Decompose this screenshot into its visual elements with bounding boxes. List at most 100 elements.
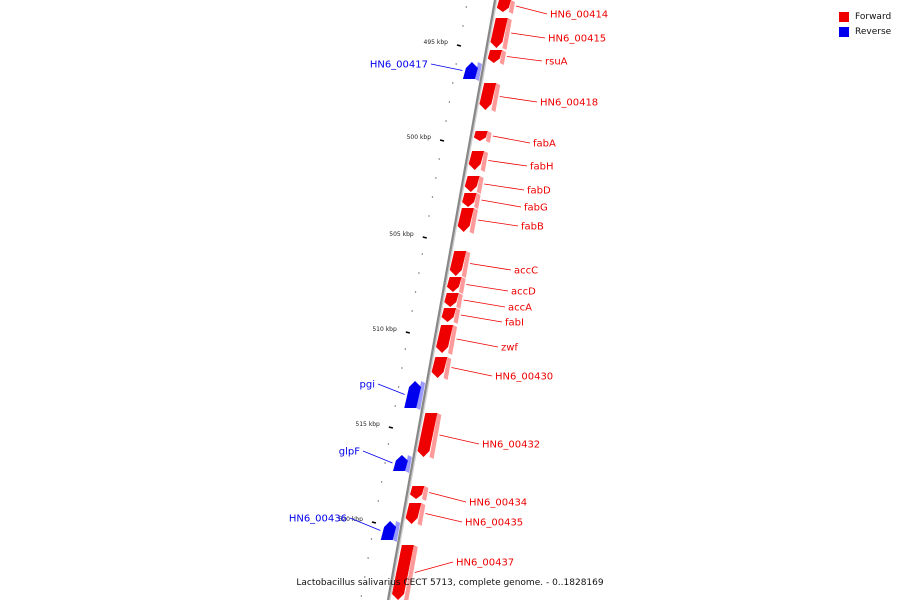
gene-hn6-00415-shade	[502, 18, 512, 50]
gene-hn6-00414-arrow[interactable]	[496, 0, 511, 12]
gene-acca-label[interactable]: accA	[508, 303, 532, 314]
gene-hn6-00415-leader	[511, 32, 546, 39]
gene-fabb-label[interactable]: fabB	[521, 222, 544, 233]
gene-hn6-00436-arrow[interactable]	[380, 521, 397, 540]
gene-fabh-label[interactable]: fabH	[530, 162, 554, 173]
gene-hn6-00414-leader	[515, 5, 548, 15]
backbone-shadow	[388, 0, 498, 600]
gene-hn6-00437-arrow[interactable]	[392, 545, 414, 600]
gene-fabg-arrow[interactable]	[462, 193, 477, 207]
gene-faba-label[interactable]: fabA	[533, 139, 556, 150]
gene-layer	[380, 0, 515, 600]
gene-fabi-leader	[460, 314, 503, 323]
gene-hn6-00414-shade	[508, 0, 515, 14]
gene-faba-arrow[interactable]	[473, 131, 488, 141]
gene-fabb-shade	[469, 208, 478, 234]
gene-hn6-00430-leader	[451, 367, 493, 377]
gene-pgi-shade	[416, 381, 426, 410]
legend-swatch-reverse	[839, 26, 849, 37]
legend-label-reverse: Reverse	[855, 26, 892, 37]
gene-hn6-00418-arrow[interactable]	[479, 83, 497, 110]
gene-accc-shade	[461, 251, 471, 278]
gene-hn6-00434-label[interactable]: HN6_00434	[469, 498, 527, 509]
gene-fabb-leader	[477, 219, 519, 227]
gene-hn6-00436-shade	[392, 521, 401, 542]
tick-label: 515 kbp	[355, 421, 380, 428]
gene-hn6-00417-arrow[interactable]	[462, 62, 478, 79]
gene-accd-label[interactable]: accD	[511, 287, 536, 298]
gene-fabi-shade	[453, 308, 461, 324]
gene-accd-arrow[interactable]	[446, 277, 462, 292]
legend-item-forward: Forward	[839, 9, 891, 24]
gene-hn6-00432-arrow[interactable]	[417, 413, 438, 457]
gene-faba-shade	[485, 131, 492, 143]
gene-hn6-00432-label[interactable]: HN6_00432	[482, 440, 540, 451]
gene-fabd-arrow[interactable]	[464, 176, 480, 192]
gene-fabg-label[interactable]: fabG	[524, 203, 548, 214]
major-tick	[405, 331, 410, 334]
gene-hn6-00417-shade	[474, 62, 482, 81]
gene-pgi-leader	[377, 383, 405, 395]
gene-zwf-shade	[448, 325, 458, 355]
gene-glpf-label[interactable]: glpF	[339, 447, 360, 458]
gene-fabd-label[interactable]: fabD	[527, 186, 551, 197]
gene-fabh-leader	[488, 160, 528, 167]
gene-zwf-label[interactable]: zwf	[501, 343, 518, 354]
gene-hn6-00436-label[interactable]: HN6_00436	[289, 514, 347, 525]
gene-glpf-leader	[362, 450, 393, 464]
gene-hn6-00437-shade	[404, 545, 418, 600]
gene-zwf-leader	[456, 338, 499, 348]
gene-fabh-arrow[interactable]	[468, 151, 485, 170]
gene-fabd-shade	[476, 176, 484, 194]
gene-hn6-00436-leader	[349, 517, 381, 531]
major-tick	[371, 521, 377, 524]
gene-fabi-label[interactable]: fabI	[505, 318, 524, 329]
gene-acca-leader	[463, 299, 506, 308]
gene-hn6-00435-leader	[425, 513, 463, 523]
gene-hn6-00434-shade	[422, 486, 429, 501]
legend-item-reverse: Reverse	[839, 24, 891, 39]
gene-hn6-00437-leader	[414, 561, 454, 573]
gene-hn6-00435-label[interactable]: HN6_00435	[465, 518, 523, 529]
gene-pgi-arrow[interactable]	[404, 381, 422, 408]
gene-hn6-00417-leader	[430, 63, 463, 71]
gene-rsua-label[interactable]: rsuA	[545, 57, 568, 68]
gene-hn6-00430-label[interactable]: HN6_00430	[495, 372, 553, 383]
tick-label: 520 kbp	[338, 516, 363, 523]
gene-glpf-arrow[interactable]	[393, 455, 408, 471]
label-layer: HN6_00414 HN6_00415 rsuA HN6_00417 HN6_00418…	[289, 5, 608, 573]
gene-hn6-00437-label[interactable]: HN6_00437	[456, 558, 514, 569]
gene-hn6-00418-label[interactable]: HN6_00418	[540, 98, 598, 109]
gene-hn6-00418-leader	[499, 96, 538, 103]
gene-hn6-00415-label[interactable]: HN6_00415	[548, 34, 606, 45]
tick-label: 500 kbp	[407, 134, 432, 141]
tick-label: 495 kbp	[424, 39, 449, 46]
gene-hn6-00430-arrow[interactable]	[431, 357, 448, 378]
gene-fabg-shade	[474, 193, 481, 209]
major-tick	[439, 139, 445, 142]
gene-hn6-00434-leader	[429, 492, 467, 503]
gene-zwf-arrow[interactable]	[436, 325, 454, 353]
gene-fabb-arrow[interactable]	[457, 208, 474, 232]
gene-hn6-00435-arrow[interactable]	[405, 503, 422, 524]
gene-accc-label[interactable]: accC	[514, 266, 538, 277]
gene-hn6-00434-arrow[interactable]	[410, 486, 425, 499]
gene-fabi-arrow[interactable]	[441, 308, 457, 322]
gene-hn6-00432-leader	[439, 434, 480, 445]
tick-label: 505 kbp	[389, 231, 414, 238]
gene-rsua-arrow[interactable]	[487, 50, 503, 63]
gene-acca-arrow[interactable]	[444, 293, 459, 307]
major-tick	[456, 44, 462, 47]
gene-hn6-00417-label[interactable]: HN6_00417	[370, 60, 428, 71]
gene-hn6-00432-shade	[429, 413, 442, 459]
major-tick	[422, 236, 427, 239]
major-tick	[388, 426, 394, 429]
gene-pgi-label[interactable]: pgi	[360, 380, 375, 391]
gene-hn6-00414-label[interactable]: HN6_00414	[550, 10, 608, 21]
gene-accd-leader	[466, 284, 509, 292]
gene-rsua-leader	[506, 56, 543, 62]
gene-accc-arrow[interactable]	[449, 251, 467, 276]
gene-hn6-00415-arrow[interactable]	[490, 18, 508, 48]
gene-accc-leader	[469, 263, 512, 271]
